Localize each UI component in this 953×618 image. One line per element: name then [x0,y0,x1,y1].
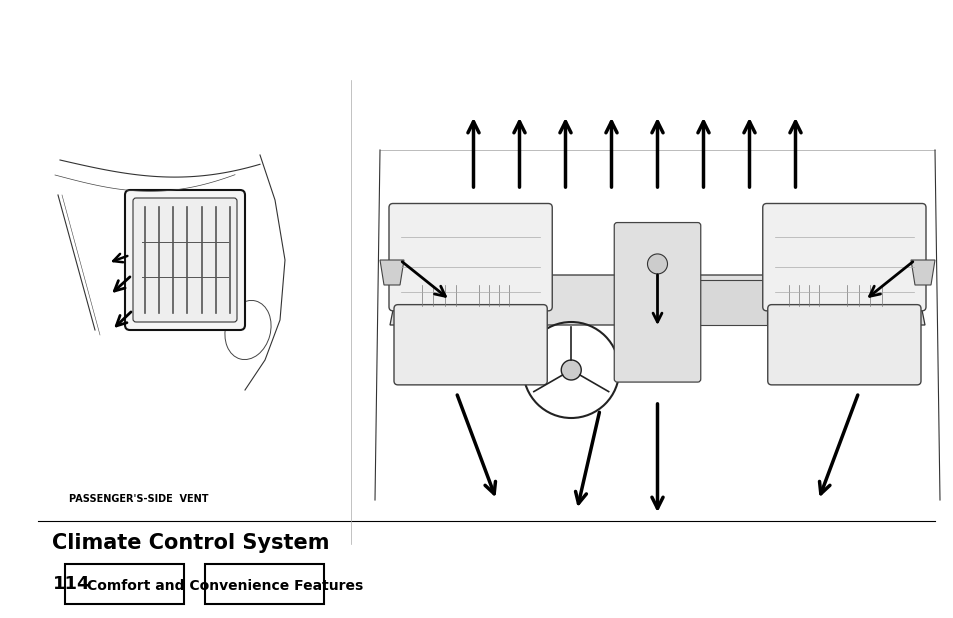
Bar [473,283,514,308]
Text: 114: 114 [52,575,90,593]
Text: Climate Control System: Climate Control System [52,533,330,552]
FancyBboxPatch shape [767,305,920,385]
Bar [639,280,766,325]
Bar [205,564,324,604]
FancyBboxPatch shape [762,203,925,311]
FancyBboxPatch shape [132,198,236,322]
Text: Comfort and Convenience Features: Comfort and Convenience Features [88,579,363,593]
Bar [841,283,886,308]
FancyBboxPatch shape [394,305,547,385]
FancyBboxPatch shape [125,190,245,330]
Circle shape [560,360,580,380]
Circle shape [647,254,667,274]
Bar [65,564,184,604]
Bar [416,283,461,308]
Polygon shape [910,260,934,285]
Bar [783,283,823,308]
FancyBboxPatch shape [614,222,700,382]
Text: PASSENGER'S-SIDE  VENT: PASSENGER'S-SIDE VENT [69,494,208,504]
Polygon shape [390,275,924,325]
Polygon shape [379,260,403,285]
FancyBboxPatch shape [389,203,552,311]
